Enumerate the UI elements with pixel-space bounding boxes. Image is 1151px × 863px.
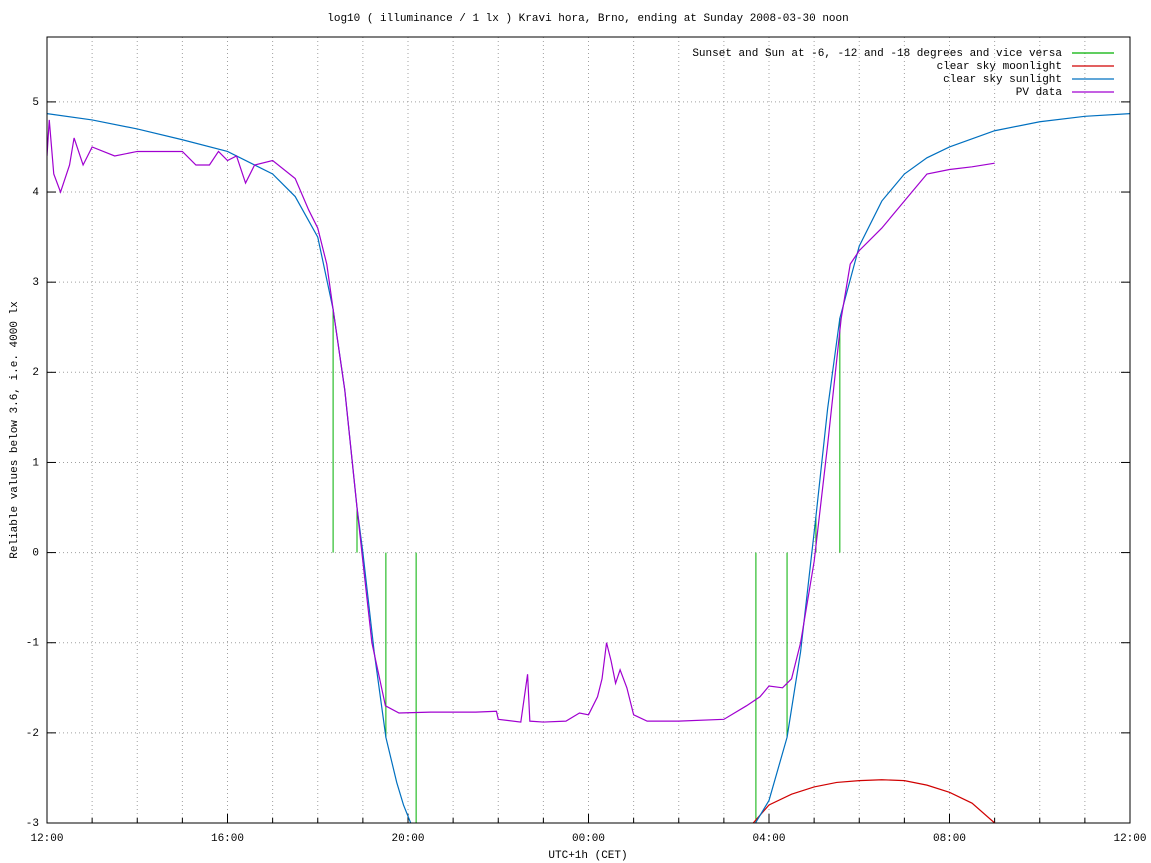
y-tick-label: 5 xyxy=(32,97,39,109)
legend-label: Sunset and Sun at -6, -12 and -18 degree… xyxy=(692,48,1062,60)
x-axis-label: UTC+1h (CET) xyxy=(548,850,627,862)
x-tick-label: 04:00 xyxy=(752,833,785,845)
chart-title: log10 ( illuminance / 1 lx ) Kravi hora,… xyxy=(327,13,849,25)
y-tick-label: 3 xyxy=(32,277,39,289)
y-tick-label: 0 xyxy=(32,547,39,559)
x-tick-label: 12:00 xyxy=(1113,833,1146,845)
y-axis-label: Reliable values below 3.6, i.e. 4000 lx xyxy=(9,301,21,559)
legend-label: PV data xyxy=(1016,87,1063,99)
plot-frame xyxy=(46,36,1131,824)
x-tick-label: 16:00 xyxy=(211,833,244,845)
legend-label: clear sky moonlight xyxy=(937,61,1062,73)
series-line xyxy=(47,113,1130,823)
x-tick-label: 20:00 xyxy=(391,833,424,845)
x-tick-label: 08:00 xyxy=(933,833,966,845)
y-tick-label: 1 xyxy=(32,457,39,469)
x-tick-label: 00:00 xyxy=(572,833,605,845)
series-line xyxy=(752,779,996,823)
y-tick-label: -1 xyxy=(26,638,40,650)
y-tick-label: 4 xyxy=(32,187,39,199)
legend-label: clear sky sunlight xyxy=(943,74,1062,86)
y-tick-label: -3 xyxy=(26,818,39,830)
y-tick-label: 2 xyxy=(32,367,39,379)
series-line xyxy=(47,119,995,723)
x-tick-label: 12:00 xyxy=(30,833,63,845)
y-tick-label: -2 xyxy=(26,728,39,740)
